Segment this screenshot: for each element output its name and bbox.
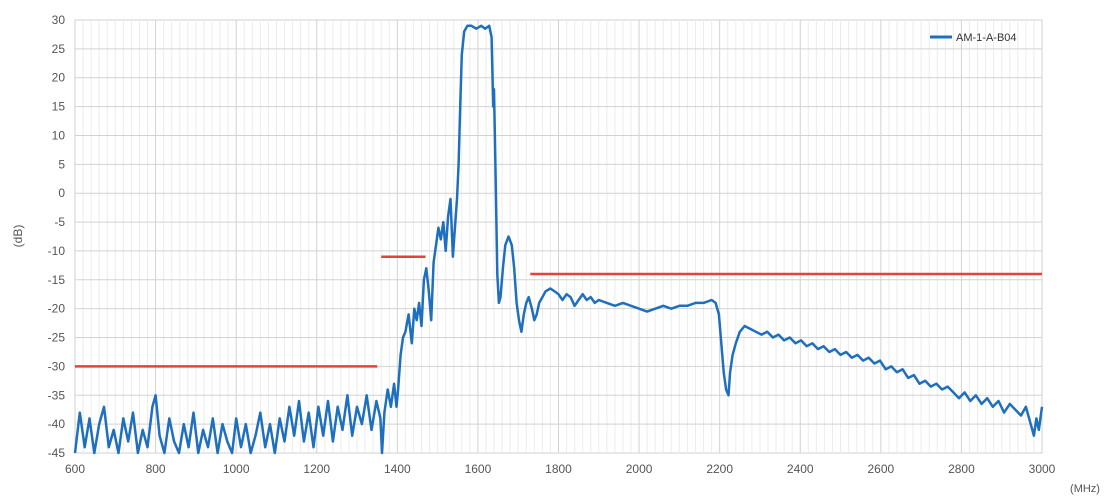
y-tick-label: 5	[58, 157, 65, 171]
y-tick-label: -40	[48, 417, 66, 431]
x-tick-label: 600	[65, 462, 85, 476]
x-tick-label: 2800	[948, 462, 975, 476]
x-tick-label: 2400	[787, 462, 814, 476]
x-axis-unit-label: (MHz)	[1070, 483, 1100, 495]
y-tick-label: -15	[48, 273, 66, 287]
y-tick-label: -45	[48, 446, 66, 460]
y-axis-label: (dB)	[11, 225, 25, 248]
x-tick-label: 1400	[384, 462, 411, 476]
limit-lines	[75, 255, 1042, 368]
y-tick-label: -10	[48, 244, 66, 258]
y-tick-label: 15	[52, 100, 66, 114]
legend: AM-1-A-B04	[930, 32, 1017, 44]
series-layer	[73, 24, 1044, 455]
y-tick-label: -35	[48, 388, 66, 402]
x-tick-label: 1800	[545, 462, 572, 476]
y-tick-label: 30	[52, 13, 66, 27]
series-line	[73, 24, 1044, 455]
y-axis-ticks: 30 25 20 15 10 5 0 -5 -10 -15 -20 -25 -30 -35 -40 -45	[48, 13, 66, 460]
x-tick-label: 2000	[626, 462, 653, 476]
x-axis-ticks: 600 800 1000 1200 1400 1600 1800 2000 2200 2400 26…	[65, 462, 1056, 476]
x-tick-label: 3000	[1029, 462, 1056, 476]
x-tick-label: 2600	[867, 462, 894, 476]
major-grid	[75, 20, 1042, 453]
y-tick-label: -25	[48, 331, 66, 345]
y-tick-label: 25	[52, 42, 66, 56]
x-tick-label: 800	[146, 462, 166, 476]
y-tick-label: 10	[52, 128, 66, 142]
y-tick-label: -5	[54, 215, 65, 229]
x-tick-label: 1600	[465, 462, 492, 476]
y-tick-label: 0	[58, 186, 65, 200]
x-tick-label: 1200	[303, 462, 330, 476]
y-tick-label: -30	[48, 359, 66, 373]
x-tick-label: 2200	[706, 462, 733, 476]
minor-grid	[82, 20, 1035, 453]
legend-label: AM-1-A-B04	[956, 32, 1017, 44]
y-tick-label: 20	[52, 71, 66, 85]
y-tick-label: -20	[48, 302, 66, 316]
x-tick-label: 1000	[223, 462, 250, 476]
